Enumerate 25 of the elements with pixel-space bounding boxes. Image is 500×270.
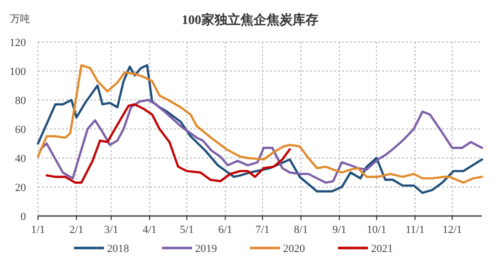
- y-tick-label: 0: [20, 211, 26, 223]
- x-tick-label: 5/1: [180, 224, 194, 236]
- y-tick-label: 80: [15, 95, 26, 107]
- x-tick-label: 1/1: [30, 224, 46, 236]
- y-tick-label: 60: [15, 124, 26, 136]
- legend-label: 2021: [371, 243, 393, 255]
- legend-label: 2018: [107, 243, 130, 255]
- y-axis-title: 万吨: [10, 13, 30, 25]
- x-tick-label: 4/1: [142, 224, 157, 236]
- x-tick-label: 2/1: [69, 224, 84, 236]
- y-tick-label: 20: [15, 182, 26, 194]
- y-tick-label: 100: [10, 66, 26, 78]
- legend-label: 2020: [283, 243, 306, 255]
- x-tick-label: 8/1: [294, 224, 308, 236]
- legend-label: 2019: [195, 243, 218, 255]
- x-tick-label: 10/1: [366, 224, 386, 236]
- chart-title: 100家独立焦企焦炭库存: [182, 12, 318, 27]
- y-tick-label: 40: [15, 153, 26, 165]
- x-tick-label: 3/1: [104, 224, 118, 236]
- x-tick-label: 9/1: [332, 224, 346, 236]
- x-tick-label: 12/1: [442, 224, 462, 236]
- x-tick-label: 7/1: [255, 224, 270, 236]
- x-tick-label: 6/1: [218, 224, 232, 236]
- y-tick-label: 120: [10, 37, 26, 49]
- x-tick-label: 11/1: [405, 224, 425, 236]
